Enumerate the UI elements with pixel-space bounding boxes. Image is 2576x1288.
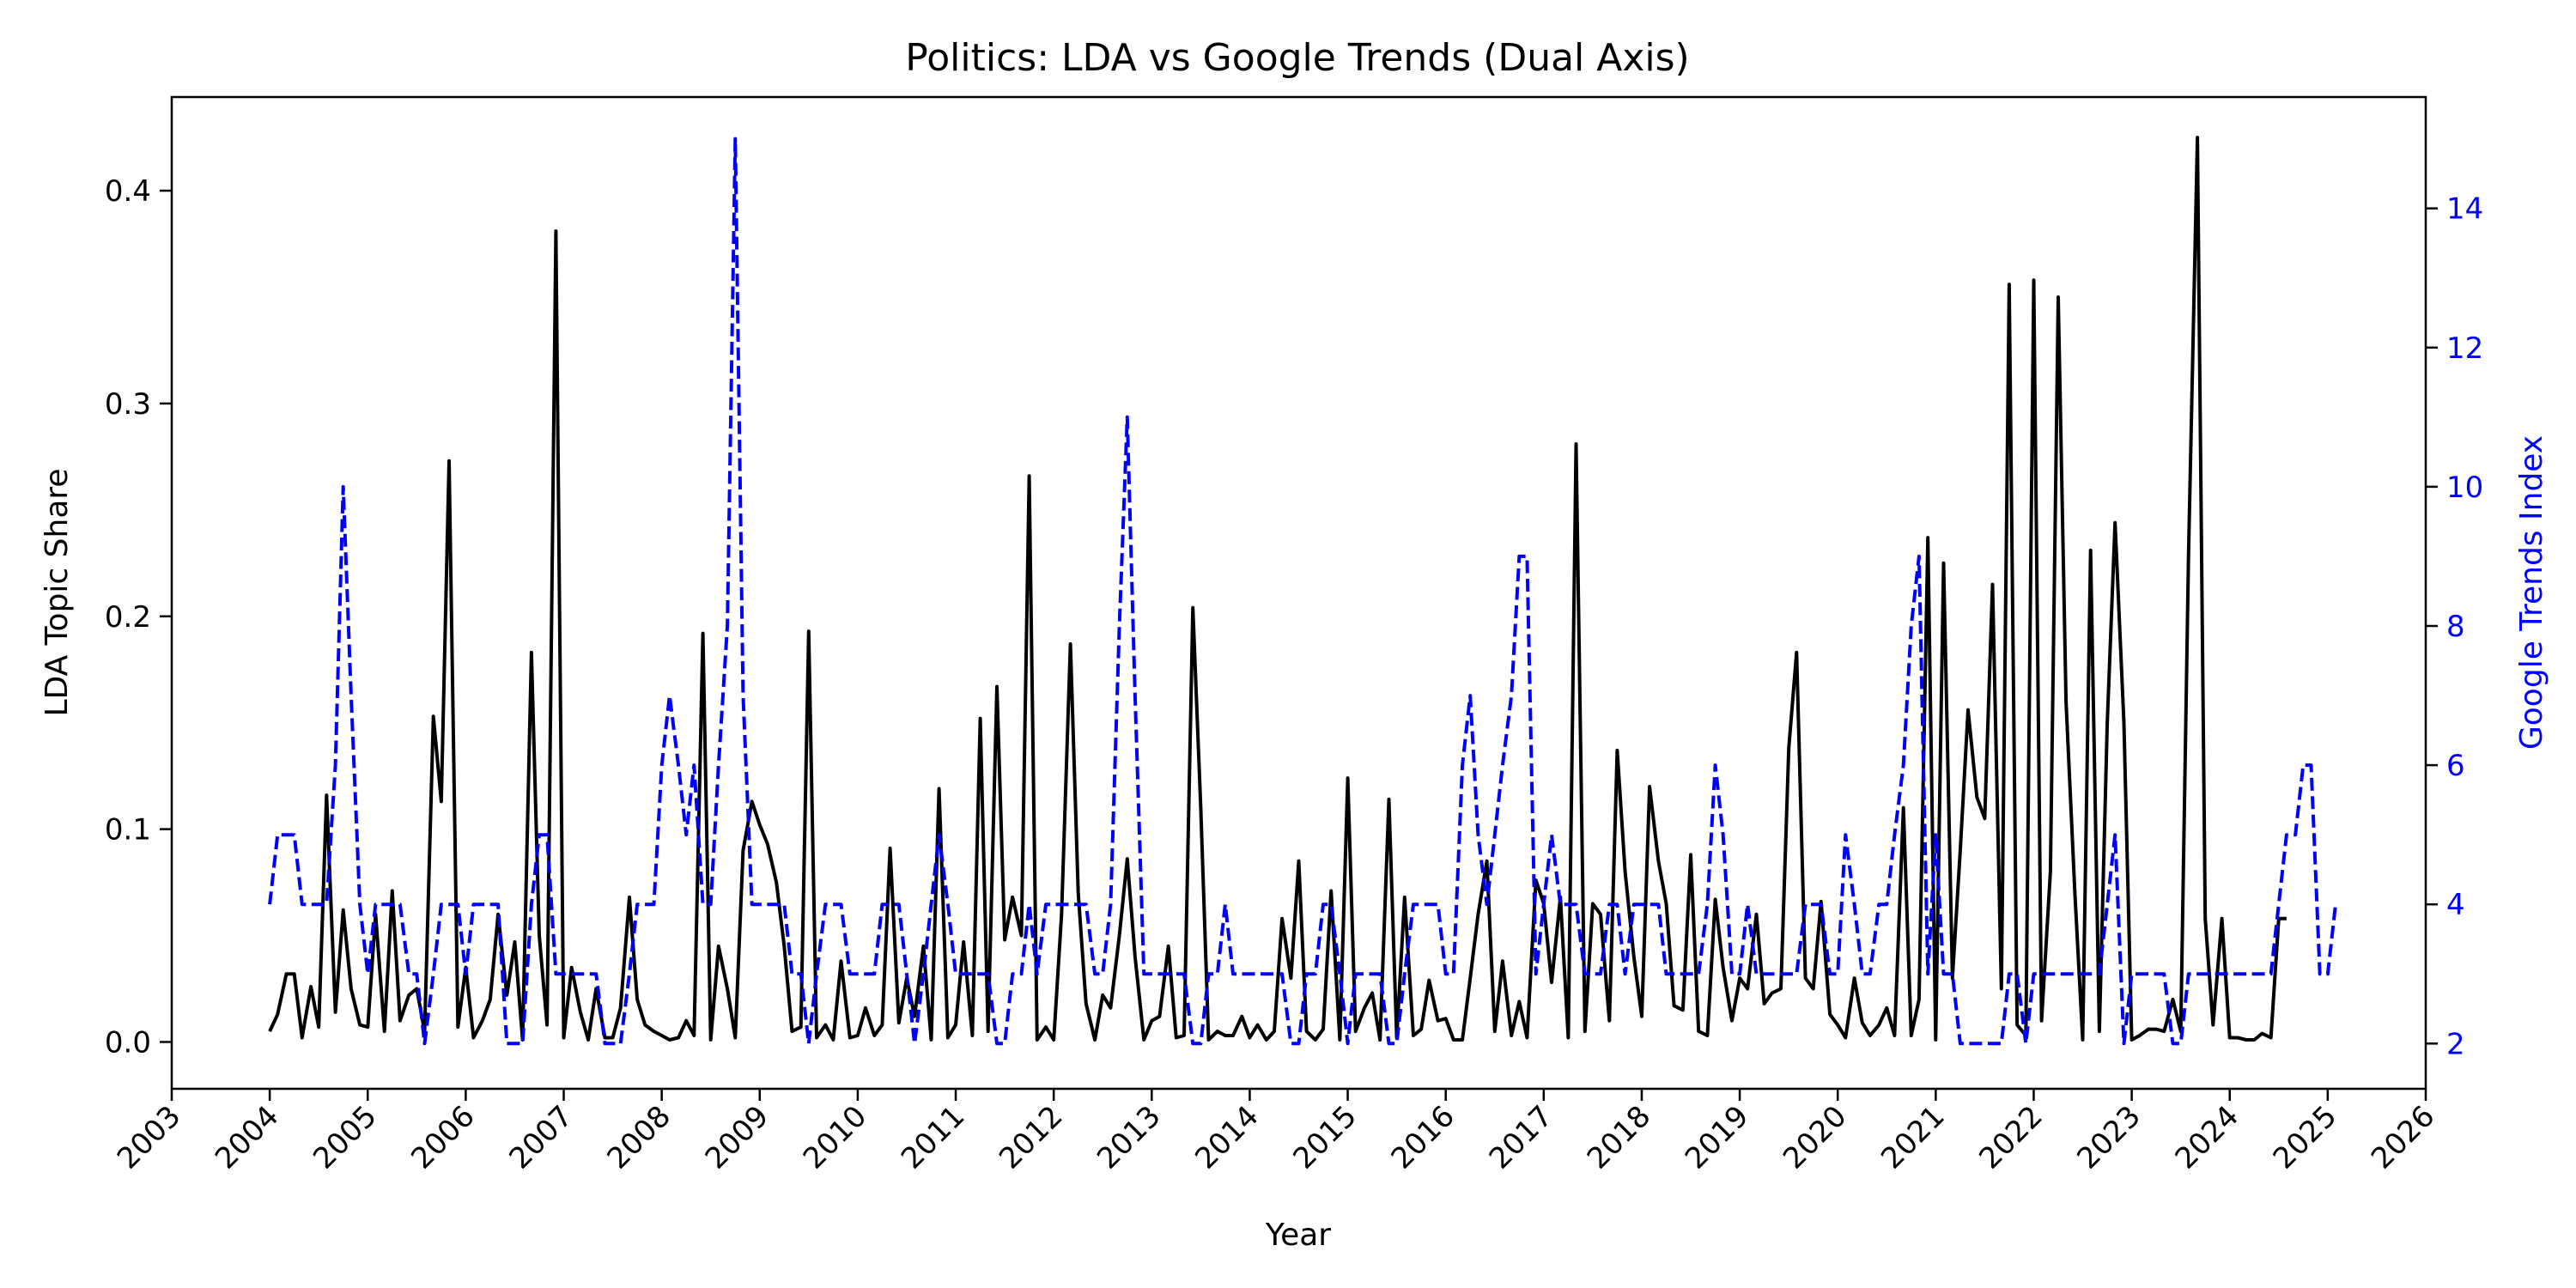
- plot-series: [268, 136, 2337, 1046]
- y-right-tick-label: 14: [2446, 192, 2483, 227]
- y-left-tick-label: 0.4: [105, 174, 151, 209]
- y-axis-left-label: LDA Topic Share: [39, 468, 75, 716]
- y-left-tick-label: 0.3: [105, 387, 151, 422]
- y-right-tick-label: 2: [2446, 1027, 2465, 1061]
- y-right-tick-label: 4: [2446, 888, 2465, 922]
- plot-frame: [170, 95, 2427, 1091]
- y-right-tick-label: 12: [2446, 331, 2483, 366]
- y-left-tick-label: 0.1: [105, 813, 151, 848]
- y-right-tick-label: 6: [2446, 749, 2465, 783]
- y-right-tick-label: 10: [2446, 471, 2483, 505]
- y-axis-right-label: Google Trends Index: [2514, 435, 2549, 750]
- y-right-tick-label: 8: [2446, 610, 2465, 644]
- lda-series-line: [268, 136, 2287, 1042]
- y-left-tick-label: 0.0: [105, 1025, 151, 1060]
- y-axis-right: 2 4 6 8 10 12 14: [2426, 192, 2483, 1061]
- google-trends-series-line: [268, 137, 2337, 1046]
- chart-title: Politics: LDA vs Google Trends (Dual Axi…: [905, 36, 1689, 80]
- y-axis-left: 0.0 0.1 0.2 0.3 0.4: [105, 174, 172, 1060]
- y-left-tick-label: 0.2: [105, 600, 151, 635]
- x-axis-label: Year: [1265, 1218, 1331, 1253]
